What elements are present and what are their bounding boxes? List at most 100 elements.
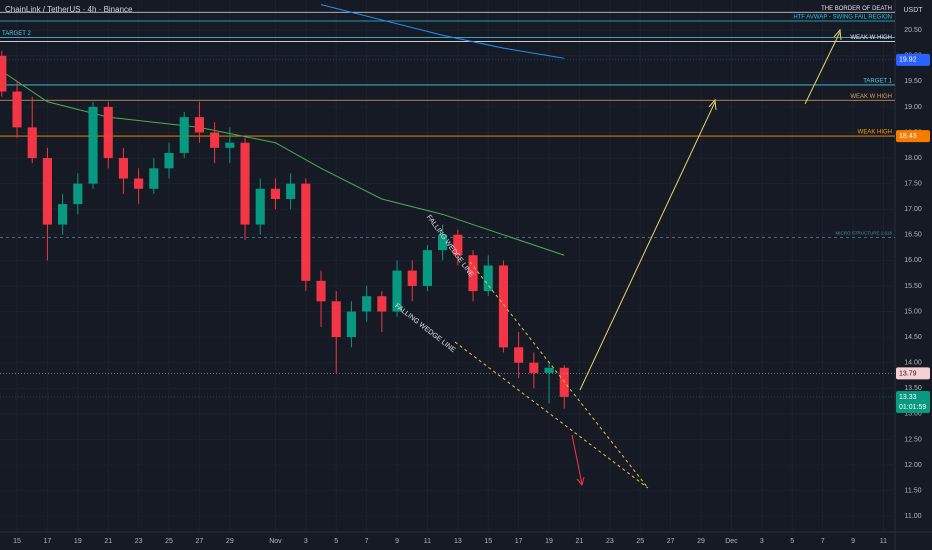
arrow <box>571 434 583 485</box>
candle-body <box>286 183 296 199</box>
y-tick-label: 19.00 <box>904 104 922 111</box>
arrow <box>804 31 841 105</box>
x-tick-label: 15 <box>484 538 492 545</box>
candle-body <box>210 132 220 148</box>
x-tick-label: 29 <box>226 538 234 545</box>
level-label: THE BORDER OF DEATH <box>821 6 892 12</box>
candle-body <box>164 152 174 169</box>
price-badge-label: 13.79 <box>899 370 917 377</box>
y-tick-label: 12.00 <box>904 462 922 469</box>
x-tick-label: 13 <box>454 538 462 545</box>
moving-average <box>1 70 565 256</box>
y-tick-label: 20.50 <box>904 27 922 34</box>
x-tick-label: 19 <box>74 538 82 545</box>
x-tick-label: 9 <box>395 538 399 545</box>
level-label: TARGET 1 <box>863 78 892 84</box>
candle-body <box>498 265 508 348</box>
y-tick-label: 15.50 <box>904 283 922 290</box>
x-tick-label: 23 <box>606 538 614 545</box>
candle-body <box>255 188 265 225</box>
candle-body <box>270 188 280 199</box>
countdown: 01:01:59 <box>899 404 926 411</box>
y-tick-label: 16.00 <box>904 257 922 264</box>
candle-body <box>225 142 235 148</box>
candle-body <box>88 106 98 184</box>
x-tick-label: Dec <box>725 538 738 545</box>
y-tick-label: 19.50 <box>904 78 922 85</box>
y-tick-label: 18.00 <box>904 155 922 162</box>
y-tick-label: 13.00 <box>904 411 922 418</box>
price-badge <box>896 390 930 413</box>
x-tick-label: 15 <box>13 538 21 545</box>
candle-body <box>407 270 417 286</box>
candle-body <box>42 158 52 225</box>
wedge-line <box>454 341 649 489</box>
x-tick-label: 17 <box>515 538 523 545</box>
candle-body <box>118 158 128 179</box>
x-tick-label: 21 <box>104 538 112 545</box>
candle-body <box>240 142 250 225</box>
y-tick-label: 14.00 <box>904 360 922 367</box>
x-tick-label: 27 <box>667 538 675 545</box>
x-tick-label: 29 <box>697 538 705 545</box>
candle-body <box>27 127 37 159</box>
candle-body <box>179 117 189 153</box>
x-tick-label: 7 <box>821 538 825 545</box>
candle-body <box>12 91 22 128</box>
price-badge <box>896 367 930 380</box>
candle-body <box>301 183 311 281</box>
candle-body <box>422 250 432 286</box>
x-tick-label: 25 <box>165 538 173 545</box>
level-label: WEAK W HIGH <box>850 94 892 100</box>
candle-body <box>529 362 539 373</box>
currency-label: USDT <box>903 7 923 14</box>
candle-body <box>149 168 159 189</box>
y-tick-label: 13.50 <box>904 385 922 392</box>
candle-body <box>316 280 326 302</box>
moving-average <box>320 4 565 59</box>
x-tick-label: 11 <box>880 538 887 545</box>
x-tick-label: 23 <box>135 538 143 545</box>
candle-body <box>134 178 144 189</box>
x-tick-label: Nov <box>269 538 282 545</box>
x-tick-label: 11 <box>424 538 431 545</box>
arrow <box>579 101 716 391</box>
price-badge <box>896 130 930 143</box>
y-tick-label: 16.50 <box>904 232 922 239</box>
y-tick-label: 17.00 <box>904 206 922 213</box>
x-tick-label: 21 <box>576 538 584 545</box>
level-label: MICRO STRUCTURE 1.618 <box>835 231 892 236</box>
candle-body <box>544 367 554 373</box>
level-label: TARGET 2 <box>2 31 31 37</box>
candle-body <box>103 106 113 159</box>
x-tick-label: 27 <box>196 538 204 545</box>
candle-body <box>453 234 463 256</box>
arrow-head <box>576 476 585 487</box>
chart-title: ChainLink / TetherUS · 4h · Binance <box>5 5 133 14</box>
y-tick-label: 11.00 <box>905 513 922 520</box>
x-tick-label: 3 <box>760 538 764 545</box>
x-tick-label: 5 <box>790 538 794 545</box>
price-badge-label: 18.43 <box>899 133 917 140</box>
plot: THE BORDER OF DEATH HTF AVWAP - SWING FAI… <box>0 4 895 409</box>
x-tick-label: 3 <box>304 538 308 545</box>
price-badge-label: 19.92 <box>899 57 917 64</box>
x-tick-label: 5 <box>334 538 338 545</box>
candle-body <box>194 117 204 133</box>
x-tick-label: 17 <box>44 538 52 545</box>
price-badge-label: 13.33 <box>899 394 917 401</box>
arrow-head <box>833 28 842 41</box>
x-tick-label: 7 <box>365 538 369 545</box>
candle-body <box>392 270 402 312</box>
candle-body <box>73 183 83 205</box>
y-tick-label: 11.50 <box>905 487 922 494</box>
x-tick-label: 19 <box>545 538 553 545</box>
price-badge <box>896 53 930 66</box>
y-tick-label: 15.00 <box>904 308 922 315</box>
arrow-head <box>708 98 717 111</box>
candle-body <box>0 55 7 92</box>
candle-body <box>58 204 68 225</box>
candle-body <box>468 255 478 292</box>
